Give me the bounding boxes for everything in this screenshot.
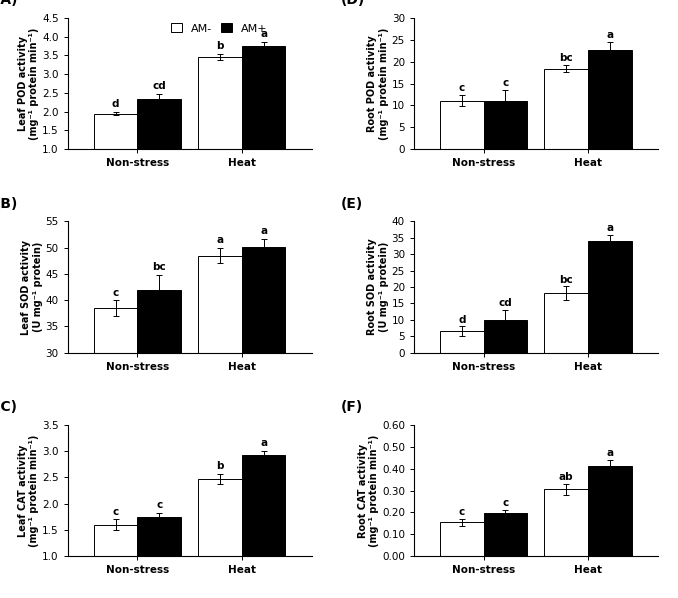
Bar [440,331,483,353]
Text: (F): (F) [341,401,363,414]
Bar [138,99,181,187]
Text: c: c [459,507,465,517]
Bar [138,517,181,598]
Text: c: c [113,507,119,517]
Text: c: c [502,499,508,508]
Bar [588,241,631,353]
Text: (B): (B) [0,197,18,211]
Text: c: c [113,288,119,298]
Text: (E): (E) [341,197,363,211]
Bar [242,455,285,598]
Text: a: a [606,223,614,233]
Text: (D): (D) [341,0,365,7]
Text: a: a [260,438,267,448]
Text: c: c [502,78,508,88]
Bar [483,320,527,353]
Bar [199,57,242,187]
Bar [483,514,527,556]
Text: a: a [260,29,267,39]
Bar [138,289,181,510]
Bar [199,255,242,510]
Y-axis label: Root SOD activity
(U mg⁻¹ protein): Root SOD activity (U mg⁻¹ protein) [367,239,389,335]
Bar [440,522,483,556]
Bar [94,114,138,187]
Text: a: a [606,30,614,40]
Bar [544,69,588,150]
Bar [588,466,631,556]
Text: cd: cd [153,81,166,91]
Bar [94,524,138,598]
Bar [483,101,527,150]
Text: cd: cd [498,298,512,309]
Y-axis label: Root POD activity
(mg⁻¹ protein min⁻¹): Root POD activity (mg⁻¹ protein min⁻¹) [367,28,389,140]
Y-axis label: Root CAT activity
(mg⁻¹ protein min⁻¹): Root CAT activity (mg⁻¹ protein min⁻¹) [357,434,379,547]
Text: (C): (C) [0,401,18,414]
Bar [588,50,631,150]
Text: a: a [606,448,614,457]
Text: c: c [156,500,162,510]
Bar [242,46,285,187]
Bar [199,479,242,598]
Text: bc: bc [153,263,166,272]
Bar [544,293,588,353]
Y-axis label: Leaf SOD activity
(U mg⁻¹ protein): Leaf SOD activity (U mg⁻¹ protein) [21,240,43,334]
Legend: AM-, AM+: AM-, AM+ [168,21,270,36]
Y-axis label: Leaf POD activity
(mg⁻¹ protein min⁻¹): Leaf POD activity (mg⁻¹ protein min⁻¹) [18,28,39,140]
Bar [440,100,483,150]
Text: b: b [216,460,224,471]
Text: ab: ab [559,472,574,482]
Text: d: d [112,99,119,109]
Text: d: d [458,315,466,325]
Bar [94,308,138,510]
Text: (A): (A) [0,0,18,7]
Bar [242,246,285,510]
Text: a: a [260,226,267,236]
Text: c: c [459,83,465,93]
Text: bc: bc [559,274,573,285]
Text: a: a [216,235,224,245]
Bar [544,489,588,556]
Text: bc: bc [559,53,573,63]
Text: b: b [216,41,224,51]
Y-axis label: Leaf CAT activity
(mg⁻¹ protein min⁻¹): Leaf CAT activity (mg⁻¹ protein min⁻¹) [18,434,39,547]
